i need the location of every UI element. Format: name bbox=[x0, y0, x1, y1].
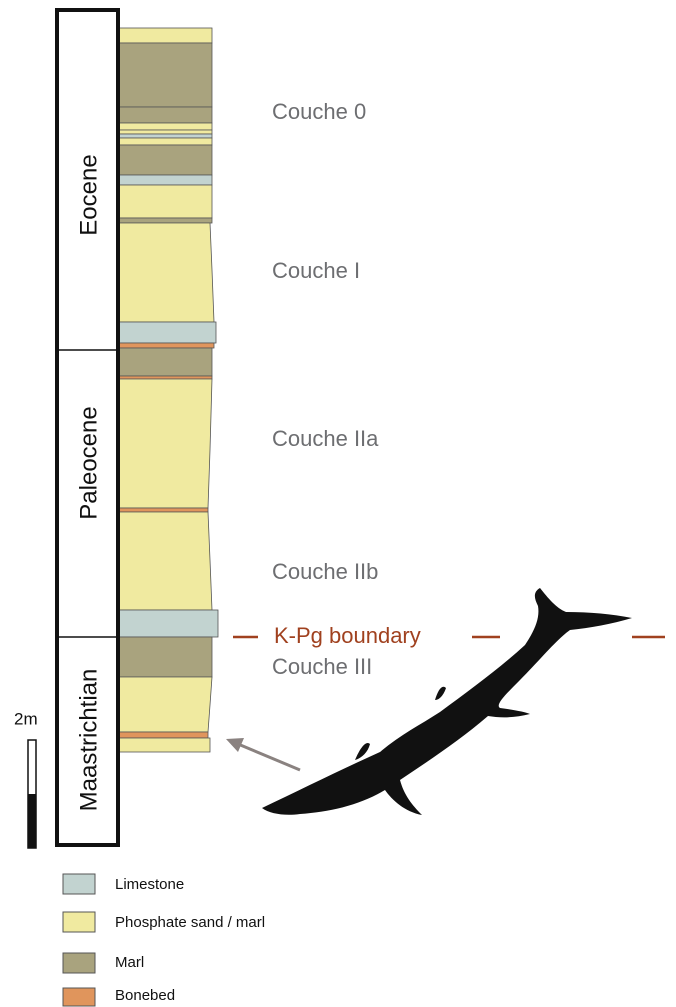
unit-label: Couche III bbox=[272, 654, 372, 679]
boundary-label: K-Pg boundary bbox=[274, 623, 421, 648]
whale-fin bbox=[355, 743, 370, 760]
layer bbox=[118, 322, 216, 343]
unit-label: Couche IIb bbox=[272, 559, 378, 584]
layer bbox=[118, 512, 212, 610]
legend-label: Limestone bbox=[115, 876, 184, 893]
page: {"epochs": ["Eocene", "Paleocene", "Maas… bbox=[0, 0, 676, 1007]
unit-label: Couche I bbox=[272, 258, 360, 283]
layer bbox=[118, 28, 212, 43]
layer bbox=[118, 379, 212, 508]
layer bbox=[118, 637, 212, 677]
epoch-label: Paleocene bbox=[75, 406, 102, 519]
scale-bar-fill bbox=[28, 794, 36, 848]
epoch-label: Maastrichtian bbox=[75, 669, 102, 812]
layer bbox=[118, 138, 212, 145]
layer bbox=[118, 43, 212, 107]
layer bbox=[118, 738, 210, 752]
layer bbox=[118, 223, 214, 322]
layer bbox=[118, 134, 212, 138]
layer bbox=[118, 343, 214, 348]
layer bbox=[118, 145, 212, 175]
epoch-label: Eocene bbox=[75, 154, 102, 235]
layer bbox=[118, 677, 212, 732]
layer bbox=[118, 218, 212, 223]
whale-fin bbox=[435, 687, 446, 700]
unit-label: Couche 0 bbox=[272, 99, 366, 124]
legend-swatch bbox=[63, 912, 95, 932]
layer bbox=[118, 610, 218, 637]
layer bbox=[118, 508, 208, 512]
legend-swatch bbox=[63, 988, 95, 1006]
column bbox=[118, 28, 218, 752]
unit-label: Couche IIa bbox=[272, 426, 379, 451]
legend-label: Bonebed bbox=[115, 987, 175, 1004]
layer bbox=[118, 185, 212, 218]
layer bbox=[118, 130, 212, 134]
stratigraphic-diagram: Eocene Paleocene Maastrichtian Couche 0 … bbox=[0, 0, 676, 1007]
layer bbox=[118, 123, 212, 130]
layer bbox=[118, 175, 212, 185]
arrow bbox=[238, 744, 300, 770]
layer bbox=[118, 376, 212, 379]
legend-swatch bbox=[63, 874, 95, 894]
legend bbox=[63, 874, 95, 1006]
scale-label: 2m bbox=[14, 709, 38, 728]
legend-label: Phosphate sand / marl bbox=[115, 914, 265, 931]
layer bbox=[118, 107, 212, 123]
layer bbox=[118, 348, 212, 376]
layer bbox=[118, 732, 208, 738]
legend-label: Marl bbox=[115, 954, 144, 971]
legend-swatch bbox=[63, 953, 95, 973]
